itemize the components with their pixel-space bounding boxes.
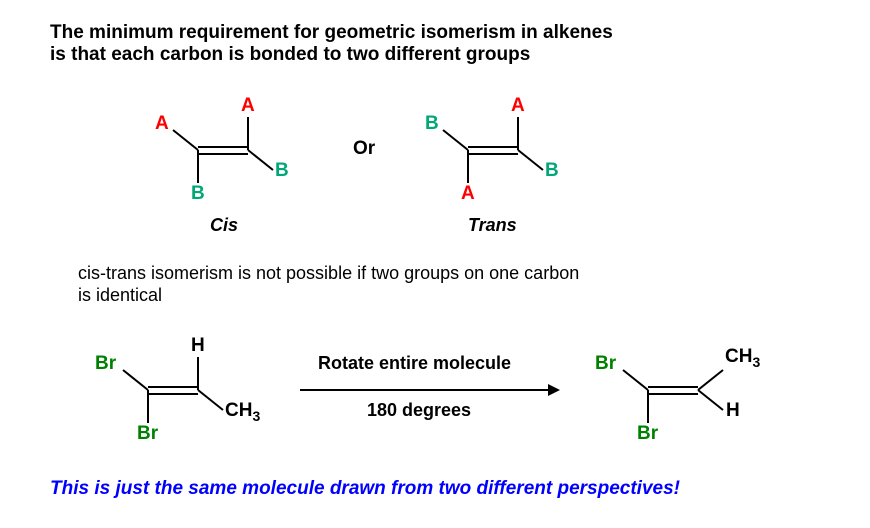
mol-right-bonds — [0, 0, 870, 528]
mol-right-H: H — [726, 400, 740, 422]
ch3-sub-r: 3 — [752, 354, 760, 370]
conclusion-text: This is just the same molecule drawn fro… — [50, 478, 680, 500]
mol-right-Br-bl: Br — [637, 423, 658, 445]
mol-right-Br-ul: Br — [595, 353, 616, 375]
ch-text-r: CH — [725, 346, 752, 367]
mol-right-CH3: CH3 — [725, 346, 760, 370]
